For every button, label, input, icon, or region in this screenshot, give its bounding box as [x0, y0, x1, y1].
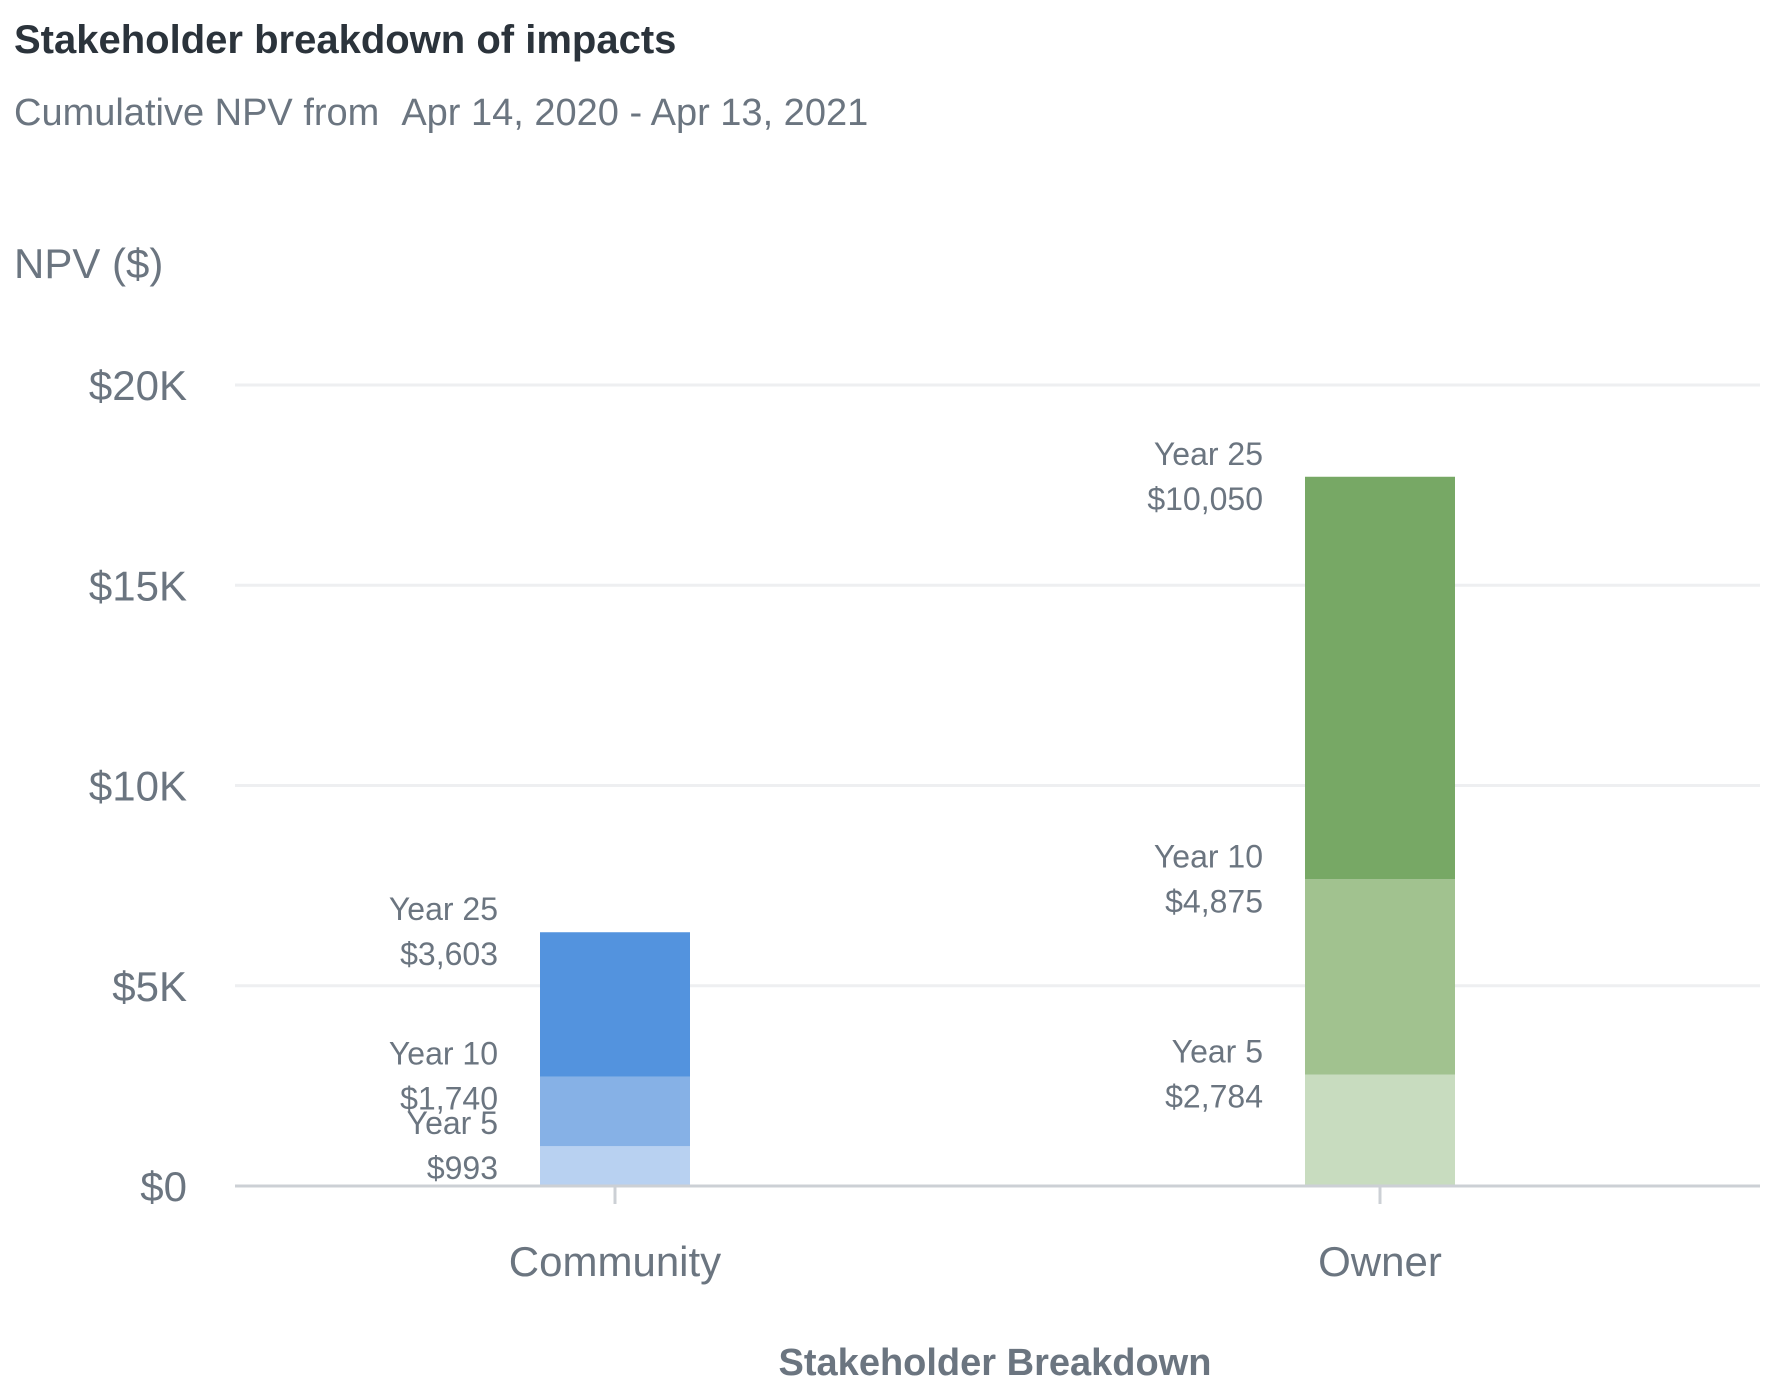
- bar-segment-community-year-25[interactable]: [540, 932, 690, 1077]
- bar-segment-community-year-10[interactable]: [540, 1076, 690, 1147]
- y-tick-label: $0: [140, 1163, 187, 1210]
- bar-segment-owner-year-5[interactable]: [1305, 1074, 1455, 1186]
- y-tick-label: $15K: [89, 562, 187, 609]
- data-label-value: $993: [427, 1150, 498, 1186]
- date-range: Apr 14, 2020 - Apr 13, 2021: [401, 92, 869, 134]
- chart-subtitle: Cumulative NPV from Apr 14, 2020 - Apr 13…: [14, 92, 868, 135]
- data-label-period: Year 5: [1172, 1034, 1263, 1070]
- data-label-value: $2,784: [1165, 1079, 1263, 1115]
- data-label-value: $4,875: [1165, 883, 1263, 919]
- category-label-community: Community: [509, 1238, 721, 1285]
- y-tick-label: $20K: [89, 362, 187, 409]
- data-label-period: Year 25: [389, 891, 498, 927]
- y-tick-label: $10K: [89, 763, 187, 810]
- bar-segment-owner-year-25[interactable]: [1305, 476, 1455, 880]
- category-label-owner: Owner: [1318, 1238, 1442, 1285]
- chart-title: Stakeholder breakdown of impacts: [14, 18, 677, 62]
- data-label-period: Year 25: [1154, 436, 1263, 472]
- data-label-period: Year 10: [389, 1036, 498, 1072]
- y-tick-label: $5K: [112, 963, 187, 1010]
- data-label-value: $1,740: [400, 1081, 498, 1117]
- data-label-period: Year 5: [407, 1105, 498, 1141]
- y-axis-label: NPV ($): [14, 240, 163, 287]
- bar-segment-owner-year-10[interactable]: [1305, 879, 1455, 1075]
- subtitle-prefix: Cumulative NPV from: [14, 92, 380, 134]
- x-axis-label: Stakeholder Breakdown: [779, 1342, 1212, 1384]
- data-label-value: $3,603: [400, 936, 498, 972]
- data-label-value: $10,050: [1147, 481, 1263, 517]
- data-label-period: Year 10: [1154, 838, 1263, 874]
- bar-segment-community-year-5[interactable]: [540, 1146, 690, 1186]
